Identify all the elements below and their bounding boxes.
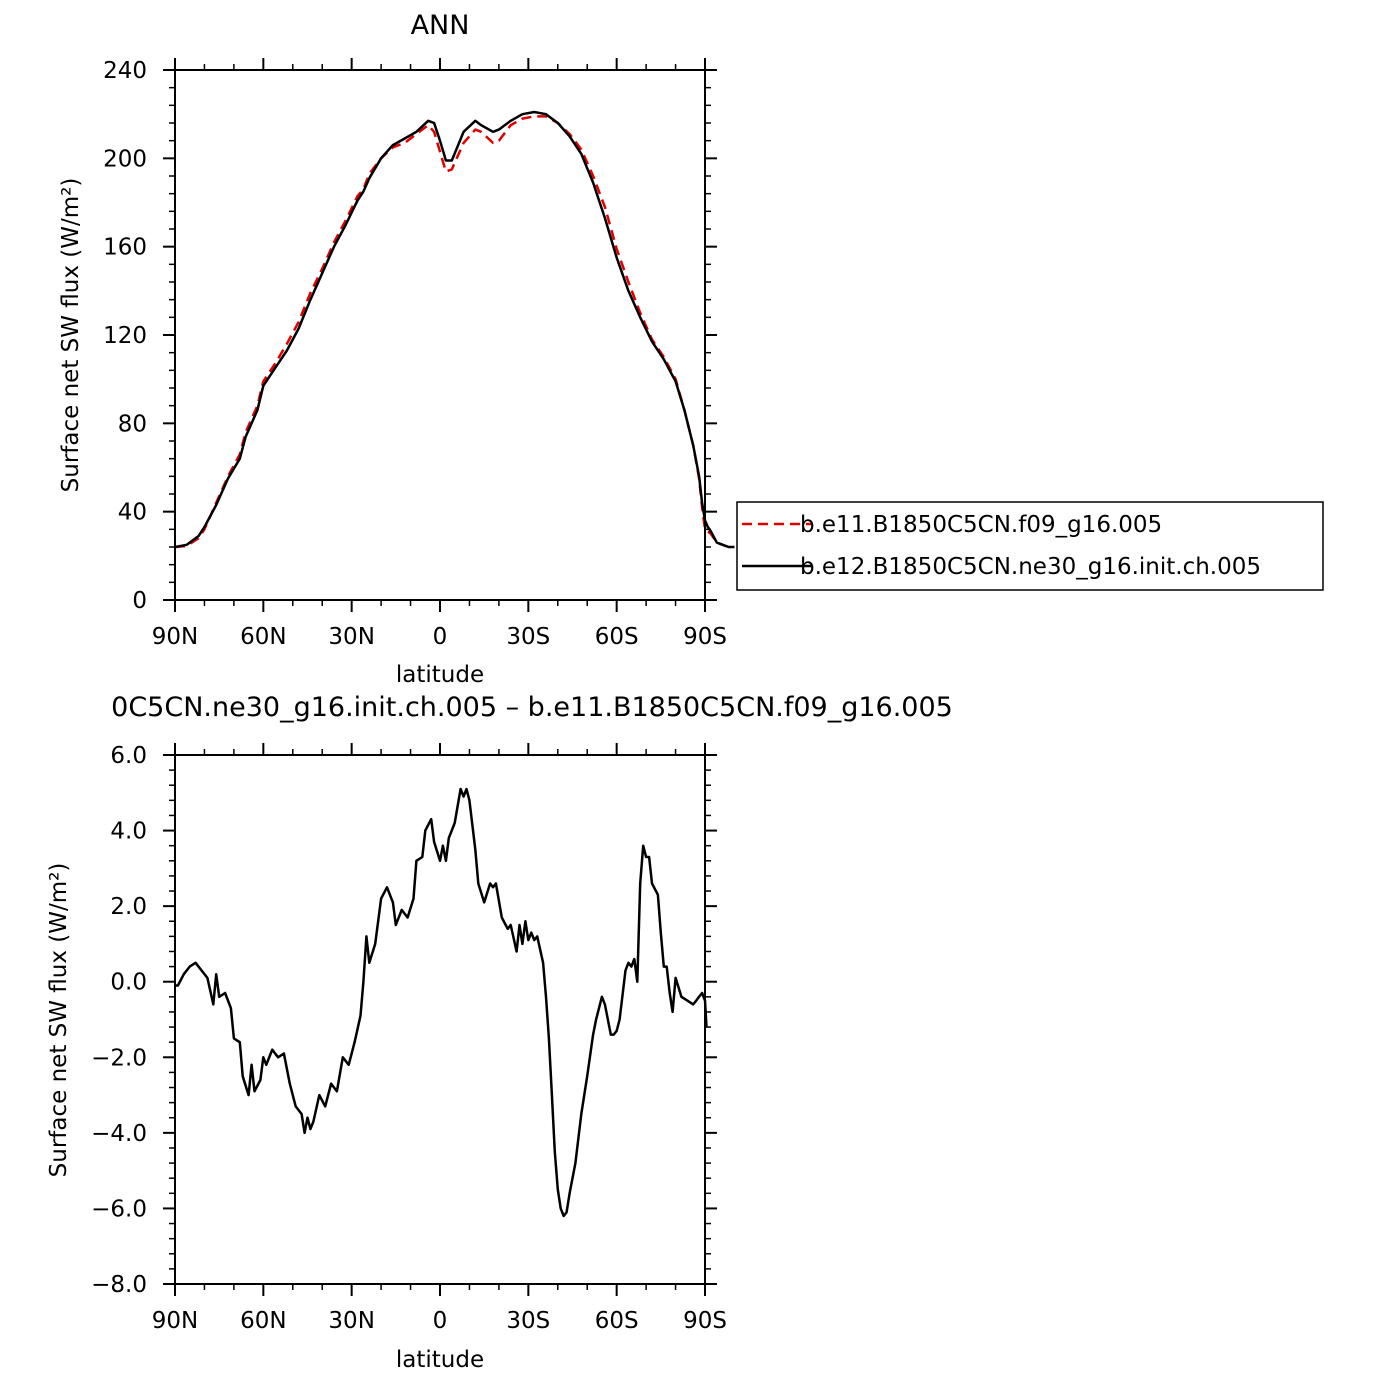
legend: b.e11.B1850C5CN.f09_g16.005 b.e12.B1850C… xyxy=(736,501,1324,591)
legend-box xyxy=(736,501,1324,591)
top-y-tick-label: 0 xyxy=(132,588,147,614)
bottom-panel: 0C5CN.ne30_g16.init.ch.005 – b.e11.B1850… xyxy=(46,692,953,1373)
bottom-x-tick-label: 90S xyxy=(683,1308,727,1334)
top-y-tick-label: 40 xyxy=(118,500,147,526)
bottom-x-tick-label: 30S xyxy=(506,1308,550,1334)
bottom-x-tick-label: 30N xyxy=(328,1308,374,1334)
bottom-y-tick-label: 6.0 xyxy=(110,743,147,769)
top-title: ANN xyxy=(411,10,470,41)
bottom-y-axis-label: Surface net SW flux (W/m²) xyxy=(46,863,72,1178)
top-panel: ANN 90N 60N 30N 0 30S 60S 90S 0 40 80 120 160 200 240… xyxy=(58,10,735,688)
bottom-y-tick-label: −4.0 xyxy=(91,1121,147,1147)
bottom-y-tick-label: 4.0 xyxy=(110,819,147,845)
bottom-y-tick-label: −6.0 xyxy=(91,1196,147,1222)
bottom-y-tick-label: −8.0 xyxy=(91,1272,147,1298)
legend-label-series-1: b.e11.B1850C5CN.f09_g16.005 xyxy=(800,512,1162,538)
top-y-tick-label: 120 xyxy=(103,323,147,349)
bottom-series-line-1 xyxy=(175,787,708,1218)
bottom-y-tick-label: 2.0 xyxy=(110,894,147,920)
top-x-tick-label: 90S xyxy=(683,624,727,650)
legend-label-series-2: b.e12.B1850C5CN.ne30_g16.init.ch.005 xyxy=(800,554,1261,580)
bottom-y-tick-label: −2.0 xyxy=(91,1045,147,1071)
top-x-tick-label: 30S xyxy=(506,624,550,650)
top-series-line-2 xyxy=(174,110,735,549)
bottom-x-tick-label: 60N xyxy=(240,1308,286,1334)
top-y-tick-label: 160 xyxy=(103,235,147,261)
bottom-x-axis-label: latitude xyxy=(396,1347,484,1373)
top-series-line-1 xyxy=(174,115,735,549)
bottom-plot-frame xyxy=(174,754,706,1285)
top-x-tick-label: 60N xyxy=(240,624,286,650)
top-y-tick-label: 200 xyxy=(103,146,147,172)
bottom-title: 0C5CN.ne30_g16.init.ch.005 – b.e11.B1850… xyxy=(111,692,953,723)
bottom-y-tick-label: 0.0 xyxy=(110,970,147,996)
top-y-axis-label: Surface net SW flux (W/m²) xyxy=(58,178,84,493)
bottom-x-tick-label: 90N xyxy=(152,1308,198,1334)
top-x-tick-label: 0 xyxy=(433,624,448,650)
top-x-axis-label: latitude xyxy=(396,662,484,688)
top-x-tick-label: 90N xyxy=(152,624,198,650)
top-y-tick-label: 80 xyxy=(118,411,147,437)
top-y-tick-label: 240 xyxy=(103,58,147,84)
bottom-x-tick-label: 60S xyxy=(595,1308,639,1334)
bottom-x-tick-label: 0 xyxy=(433,1308,448,1334)
top-x-tick-label: 30N xyxy=(328,624,374,650)
top-plot-frame xyxy=(174,69,706,601)
top-x-tick-label: 60S xyxy=(595,624,639,650)
